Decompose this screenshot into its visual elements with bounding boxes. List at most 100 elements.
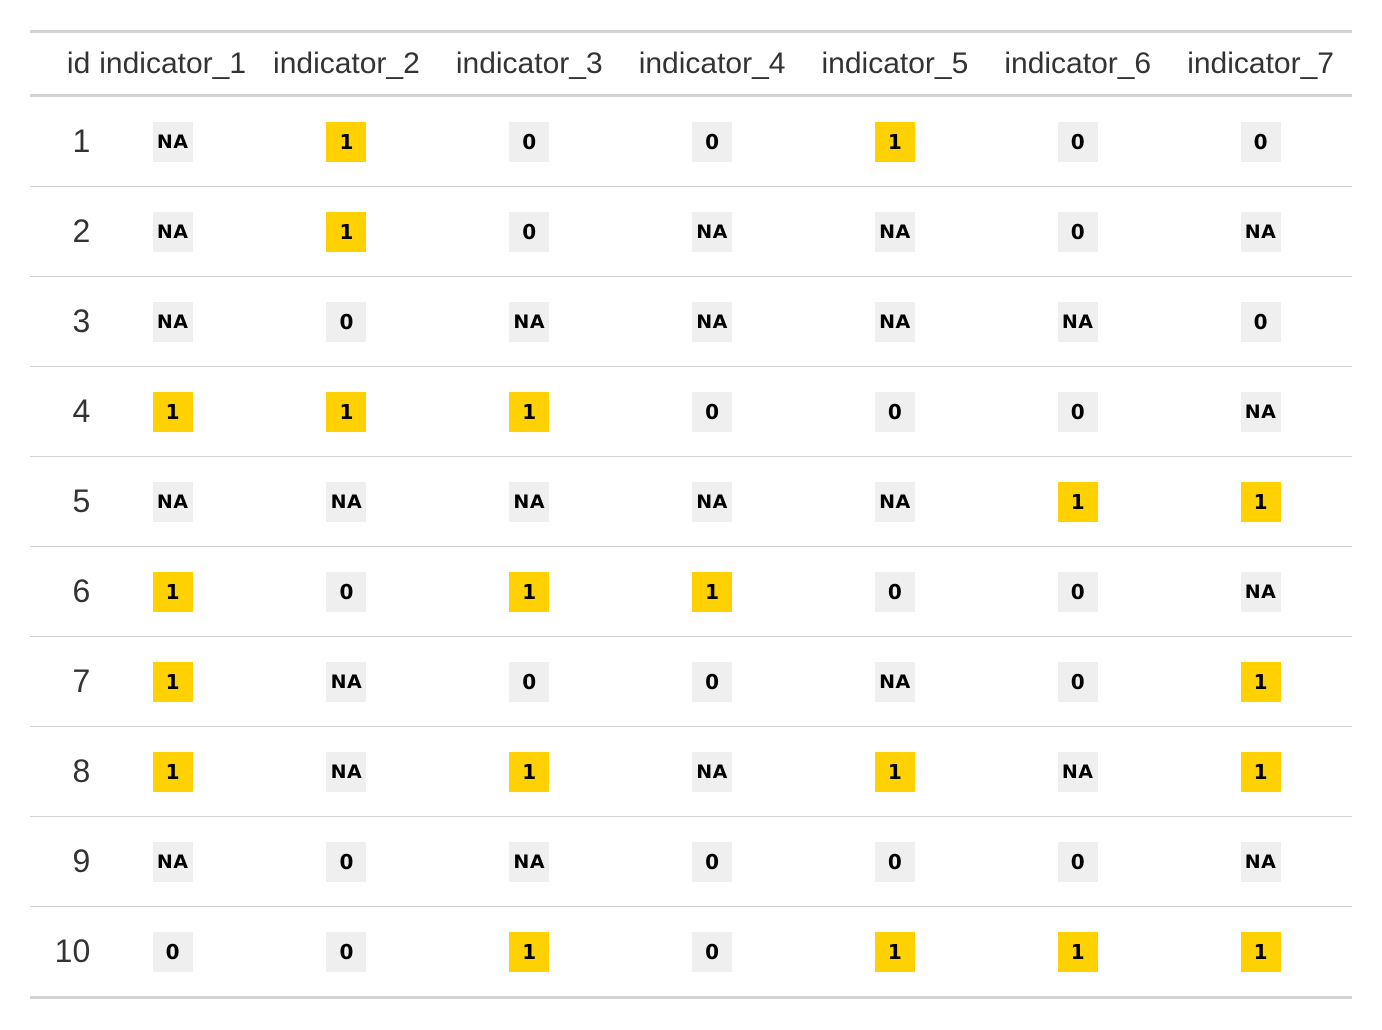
indicator-badge-positive: 1 bbox=[1240, 481, 1281, 522]
indicator-badge-positive: 1 bbox=[152, 751, 193, 792]
indicator-badge-zero: 0 bbox=[1057, 121, 1098, 162]
indicator-badge-positive: 1 bbox=[152, 571, 193, 612]
indicator-badge-positive: 1 bbox=[326, 121, 367, 162]
indicator-badge-positive: 1 bbox=[874, 121, 915, 162]
indicator-cell: 0 bbox=[803, 366, 987, 457]
indicator-cell: 1 bbox=[803, 95, 987, 187]
row-id-cell: 1 bbox=[30, 95, 91, 187]
indicator-cell: 0 bbox=[1169, 95, 1352, 187]
indicator-badge-positive: 1 bbox=[874, 931, 915, 972]
indicator-cell: NA bbox=[803, 186, 987, 277]
indicator-table: id indicator_1 indicator_2 indicator_3 indic… bbox=[30, 30, 1352, 999]
indicator-badge-positive: 1 bbox=[152, 661, 193, 702]
indicator-badge-missing: NA bbox=[874, 661, 915, 702]
indicator-cell: NA bbox=[803, 456, 987, 547]
row-id-cell: 6 bbox=[30, 546, 91, 637]
indicator-badge-missing: NA bbox=[152, 301, 193, 342]
indicator-badge-zero: 0 bbox=[326, 841, 367, 882]
indicator-cell: NA bbox=[90, 816, 255, 907]
indicator-cell: 0 bbox=[986, 186, 1170, 277]
indicator-badge-zero: 0 bbox=[509, 211, 550, 252]
indicator-cell: 0 bbox=[255, 546, 438, 637]
indicator-badge-positive: 1 bbox=[509, 571, 550, 612]
indicator-badge-missing: NA bbox=[152, 121, 193, 162]
indicator-badge-zero: 0 bbox=[326, 301, 367, 342]
indicator-badge-positive: 1 bbox=[1240, 751, 1281, 792]
table-row: 8 1 NA 1 NA 1 NA 1 bbox=[30, 726, 1352, 817]
indicator-badge-positive: 1 bbox=[509, 931, 550, 972]
indicator-cell: 0 bbox=[986, 95, 1170, 187]
indicator-cell: NA bbox=[620, 726, 804, 817]
indicator-cell: 1 bbox=[90, 546, 255, 637]
indicator-badge-missing: NA bbox=[1240, 841, 1281, 882]
column-header-indicator-3: indicator_3 bbox=[437, 31, 621, 97]
row-id-cell: 3 bbox=[30, 276, 91, 367]
indicator-cell: 1 bbox=[1169, 726, 1352, 817]
indicator-badge-zero: 0 bbox=[1057, 391, 1098, 432]
indicator-badge-zero: 0 bbox=[326, 931, 367, 972]
indicator-badge-zero: 0 bbox=[509, 121, 550, 162]
table-row: 6 1 0 1 1 0 0 NA bbox=[30, 546, 1352, 637]
row-id-cell: 10 bbox=[54, 933, 91, 969]
table-row: 10 0 0 1 0 1 1 1 bbox=[30, 907, 1352, 998]
indicator-cell: 0 bbox=[437, 95, 621, 187]
indicator-cell: 1 bbox=[255, 366, 438, 457]
indicator-badge-zero: 0 bbox=[692, 841, 733, 882]
indicator-badge-zero: 0 bbox=[692, 121, 733, 162]
table-row: 4 1 1 1 0 0 0 NA bbox=[30, 366, 1352, 457]
indicator-cell: 0 bbox=[255, 907, 438, 998]
indicator-cell: 1 bbox=[90, 726, 255, 817]
indicator-badge-zero: 0 bbox=[152, 931, 193, 972]
indicator-badge-zero: 0 bbox=[874, 841, 915, 882]
indicator-badge-positive: 1 bbox=[1057, 481, 1098, 522]
indicator-badge-missing: NA bbox=[1240, 391, 1281, 432]
indicator-cell: 0 bbox=[255, 276, 438, 367]
indicator-badge-missing: NA bbox=[509, 481, 550, 522]
indicator-badge-positive: 1 bbox=[509, 751, 550, 792]
indicator-cell: 1 bbox=[1169, 636, 1352, 727]
indicator-badge-zero: 0 bbox=[1057, 211, 1098, 252]
column-header-indicator-7: indicator_7 bbox=[1169, 31, 1352, 97]
indicator-cell: 1 bbox=[255, 95, 438, 187]
indicator-cell: NA bbox=[1169, 546, 1352, 637]
indicator-badge-missing: NA bbox=[152, 481, 193, 522]
indicator-badge-missing: NA bbox=[874, 211, 915, 252]
table-row: 3 NA 0 NA NA NA NA 0 bbox=[30, 276, 1352, 367]
indicator-cell: 0 bbox=[620, 366, 804, 457]
indicator-badge-missing: NA bbox=[692, 211, 733, 252]
header-row: id indicator_1 indicator_2 indicator_3 indic… bbox=[30, 31, 1352, 97]
indicator-badge-missing: NA bbox=[326, 481, 367, 522]
indicator-cell: NA bbox=[437, 456, 621, 547]
indicator-cell: 0 bbox=[986, 636, 1170, 727]
indicator-cell: 1 bbox=[1169, 456, 1352, 547]
indicator-badge-missing: NA bbox=[1057, 751, 1098, 792]
indicator-table-container: id indicator_1 indicator_2 indicator_3 indic… bbox=[30, 30, 1352, 999]
indicator-cell: 1 bbox=[437, 366, 621, 457]
indicator-cell: NA bbox=[620, 186, 804, 277]
indicator-badge-zero: 0 bbox=[1057, 841, 1098, 882]
indicator-cell: 0 bbox=[620, 95, 804, 187]
indicator-badge-zero: 0 bbox=[874, 571, 915, 612]
indicator-badge-missing: NA bbox=[326, 661, 367, 702]
indicator-cell: 0 bbox=[803, 816, 987, 907]
column-header-indicator-5: indicator_5 bbox=[803, 31, 987, 97]
indicator-cell: 0 bbox=[255, 816, 438, 907]
indicator-badge-missing: NA bbox=[692, 481, 733, 522]
indicator-cell: 0 bbox=[803, 546, 987, 637]
indicator-badge-zero: 0 bbox=[1057, 661, 1098, 702]
indicator-badge-zero: 0 bbox=[1057, 571, 1098, 612]
indicator-cell: NA bbox=[986, 276, 1170, 367]
indicator-badge-positive: 1 bbox=[1057, 931, 1098, 972]
indicator-cell: NA bbox=[437, 276, 621, 367]
indicator-badge-zero: 0 bbox=[874, 391, 915, 432]
indicator-cell: NA bbox=[803, 276, 987, 367]
indicator-badge-missing: NA bbox=[692, 301, 733, 342]
indicator-cell: NA bbox=[1169, 186, 1352, 277]
indicator-badge-missing: NA bbox=[692, 751, 733, 792]
column-header-indicator-6: indicator_6 bbox=[986, 31, 1170, 97]
indicator-cell: NA bbox=[90, 186, 255, 277]
indicator-cell: 1 bbox=[255, 186, 438, 277]
indicator-cell: 1 bbox=[803, 907, 986, 998]
indicator-badge-missing: NA bbox=[509, 301, 550, 342]
indicator-cell: 1 bbox=[620, 546, 804, 637]
